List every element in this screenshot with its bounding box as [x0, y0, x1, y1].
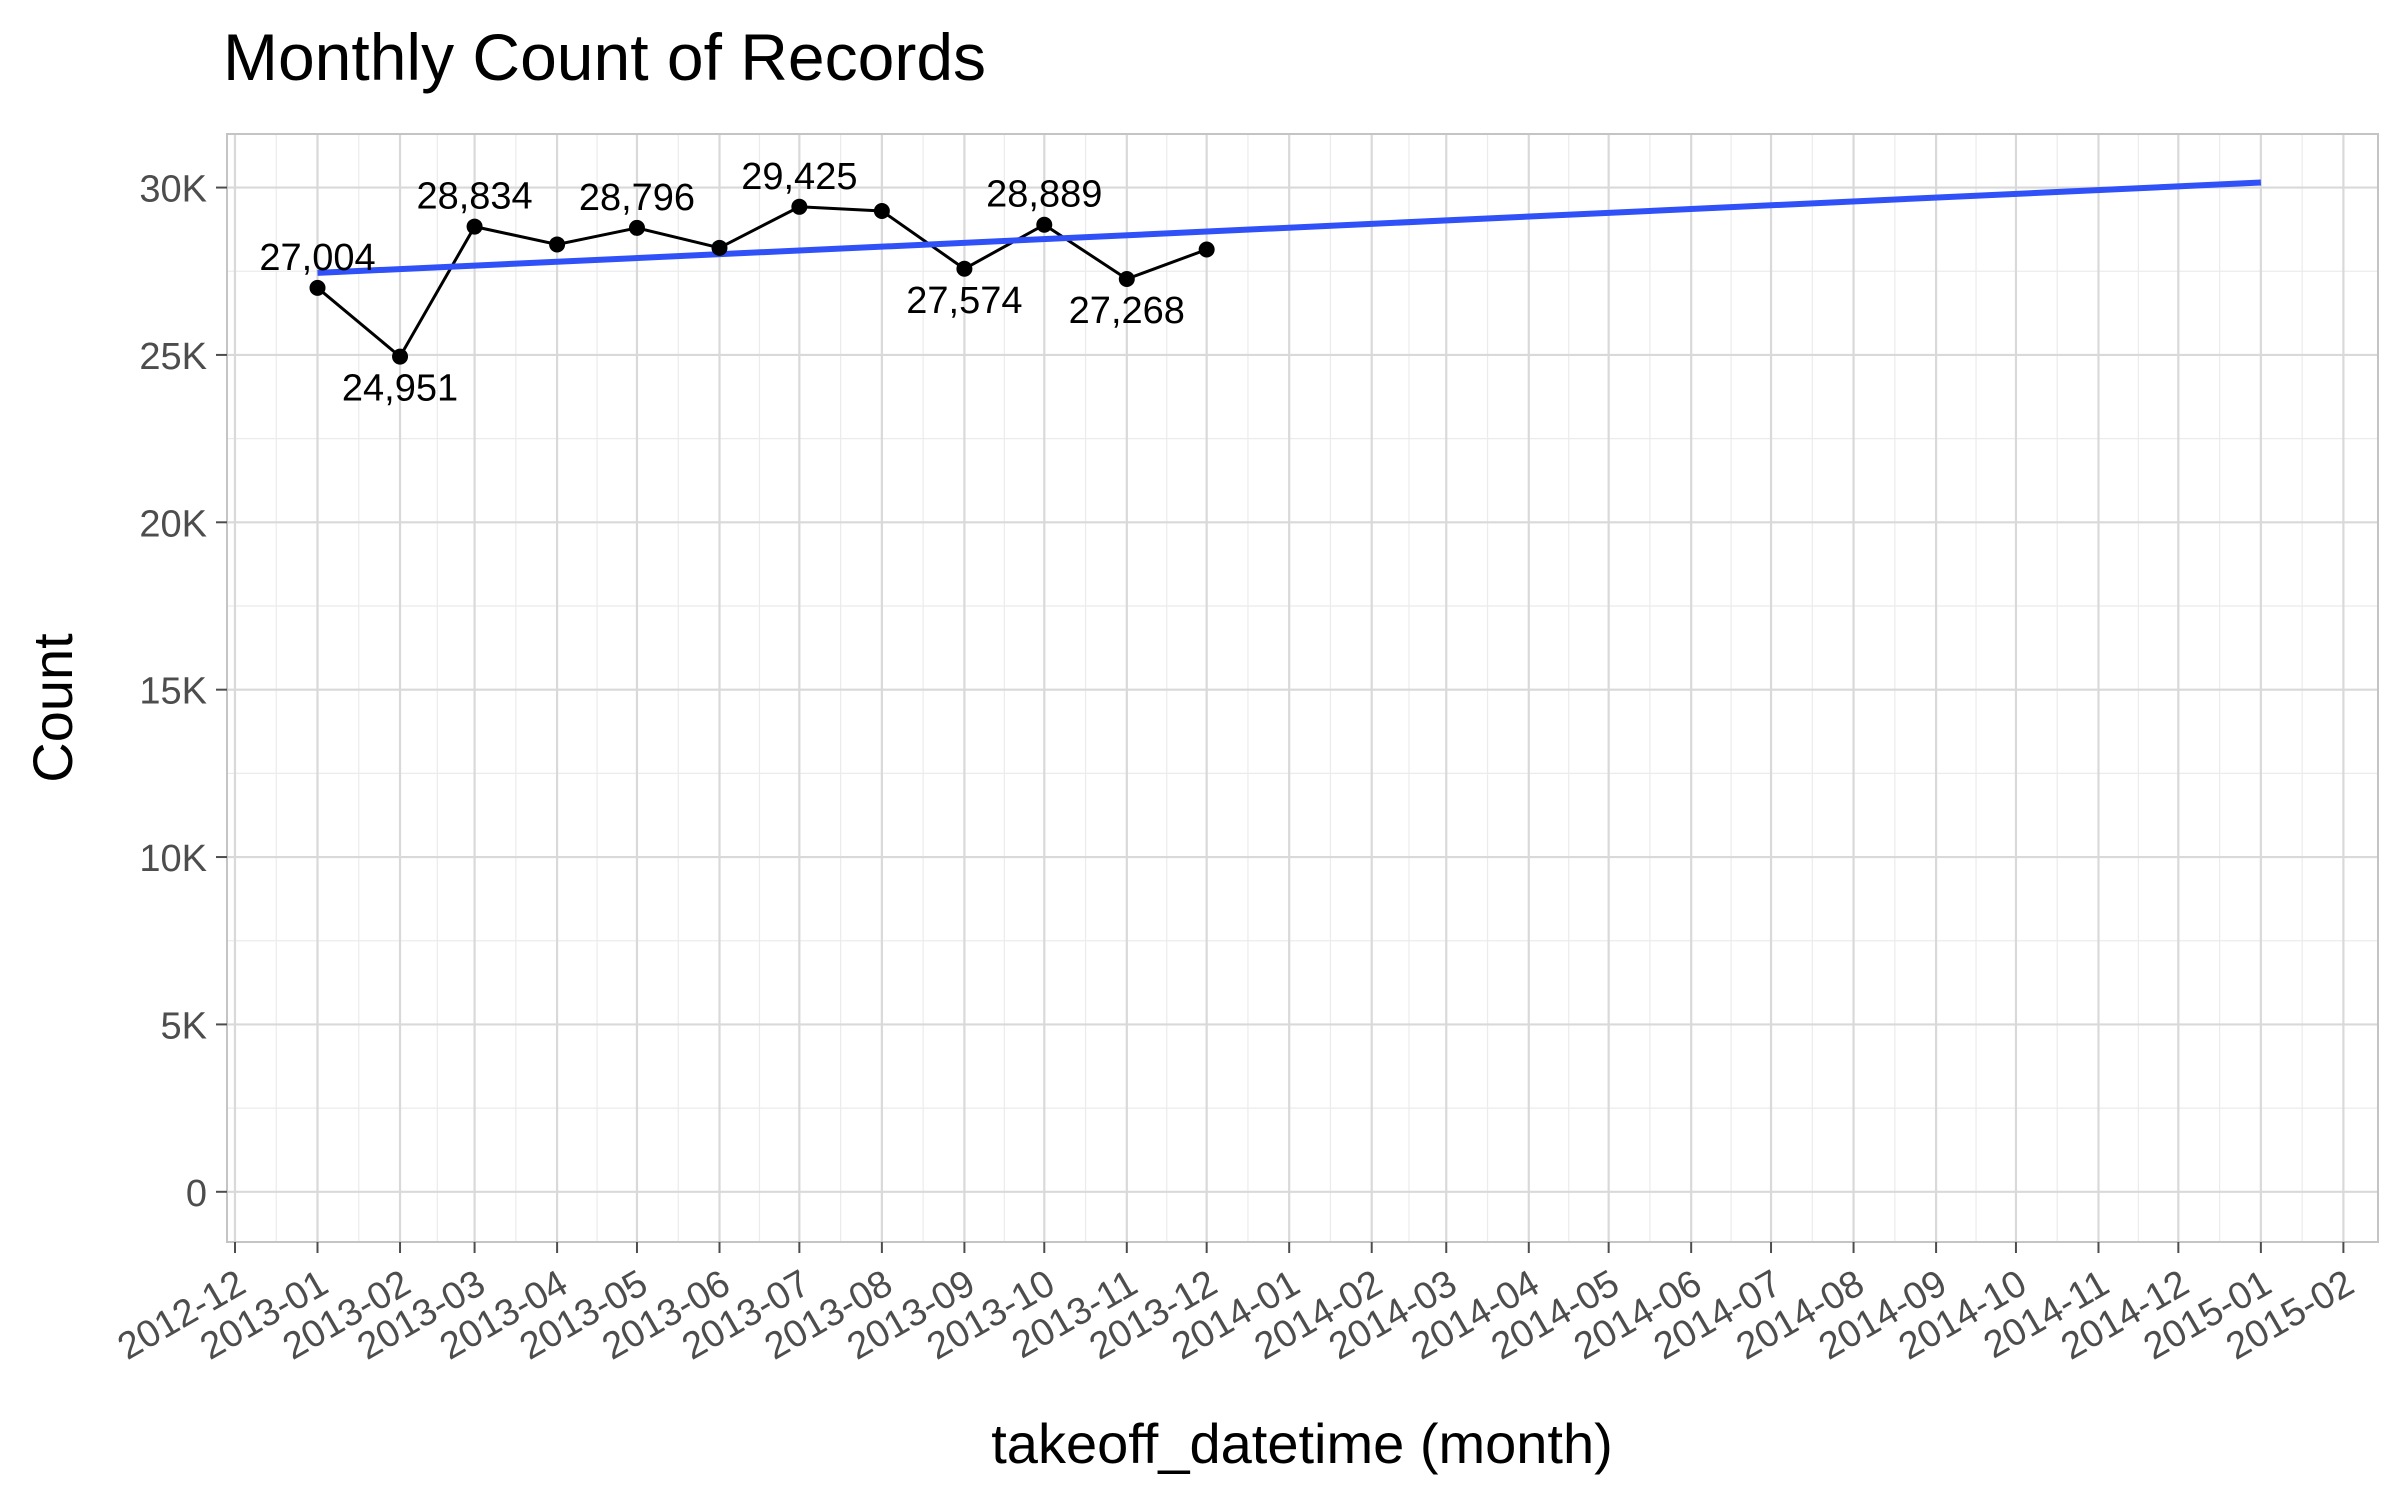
y-tick-label: 20K: [139, 503, 207, 545]
label-layer: 27,004 24,951 28,834 28,796 29,425 27,574 28,8…: [259, 156, 1185, 410]
chart-title: Monthly Count of Records: [223, 20, 986, 94]
data-label: 27,268: [1069, 290, 1185, 332]
y-tick-label: 10K: [139, 838, 207, 880]
data-point: [873, 202, 890, 219]
y-axis-title: Count: [21, 633, 84, 783]
y-tick-label: 5K: [161, 1005, 207, 1047]
data-label: 27,574: [906, 280, 1022, 322]
grid-layer: [226, 133, 2379, 1243]
data-label: 28,834: [416, 176, 532, 218]
count-line: [316, 205, 1208, 359]
y-tick-label: 0: [186, 1173, 207, 1215]
data-point: [956, 260, 973, 277]
data-point: [1118, 271, 1135, 288]
data-label: 29,425: [741, 156, 857, 198]
y-tick-label: 30K: [139, 169, 207, 211]
y-tick-label: 15K: [139, 671, 207, 713]
y-tick-label: 25K: [139, 336, 207, 378]
data-point: [1198, 241, 1215, 258]
data-point: [628, 219, 645, 236]
data-point: [392, 348, 409, 365]
tick-layer: 05K10K15K20K25K30K2012-122013-012013-022…: [111, 169, 2361, 1369]
plot-panel-border: [226, 133, 2379, 1243]
data-point: [791, 198, 808, 215]
data-point: [309, 279, 326, 296]
series-layer: [309, 179, 2262, 365]
x-axis-title: takeoff_datetime (month): [991, 1412, 1613, 1475]
data-label: 24,951: [342, 368, 458, 410]
data-label: 28,889: [986, 174, 1102, 216]
data-point: [549, 236, 566, 253]
data-label: 28,796: [579, 177, 695, 219]
data-point: [711, 239, 728, 256]
data-point: [466, 218, 483, 235]
trend-line: [317, 179, 2262, 276]
data-label: 27,004: [259, 237, 375, 279]
data-point: [1036, 216, 1053, 233]
